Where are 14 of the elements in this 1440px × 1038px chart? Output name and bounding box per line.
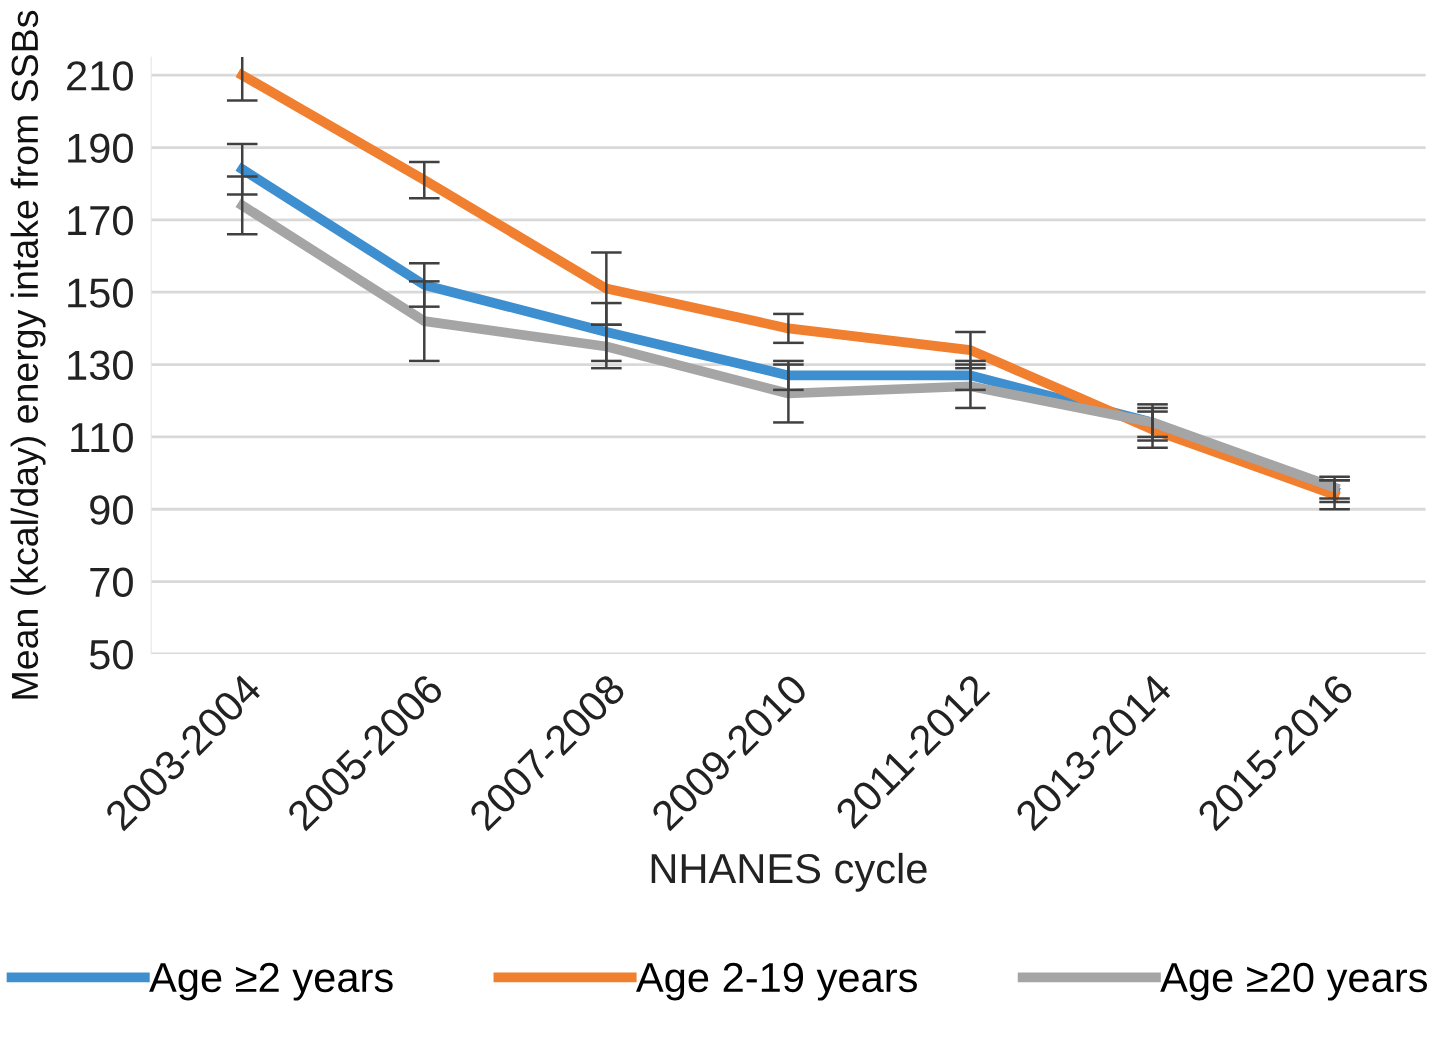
y-tick-label: 150 <box>68 278 133 308</box>
y-tick-label: 170 <box>68 205 133 236</box>
y-tick-label: 70 <box>90 567 133 598</box>
x-axis-title: NHANES cycle <box>651 852 927 892</box>
y-tick-label: 110 <box>71 422 133 453</box>
y-tick-label: 130 <box>68 350 133 381</box>
legend-label: Age ≥20 years <box>1160 962 1427 1001</box>
y-axis-title: Mean (kcal/day) energy intake from SSBs <box>10 10 46 699</box>
y-tick-label: 90 <box>90 495 133 525</box>
y-tick-label: 190 <box>68 133 133 164</box>
legend-label: Age 2-19 years <box>635 962 917 1001</box>
y-tick-label: 210 <box>67 61 133 91</box>
y-tick-label: 50 <box>89 639 133 670</box>
legend-label: Age ≥2 years <box>149 962 393 1001</box>
